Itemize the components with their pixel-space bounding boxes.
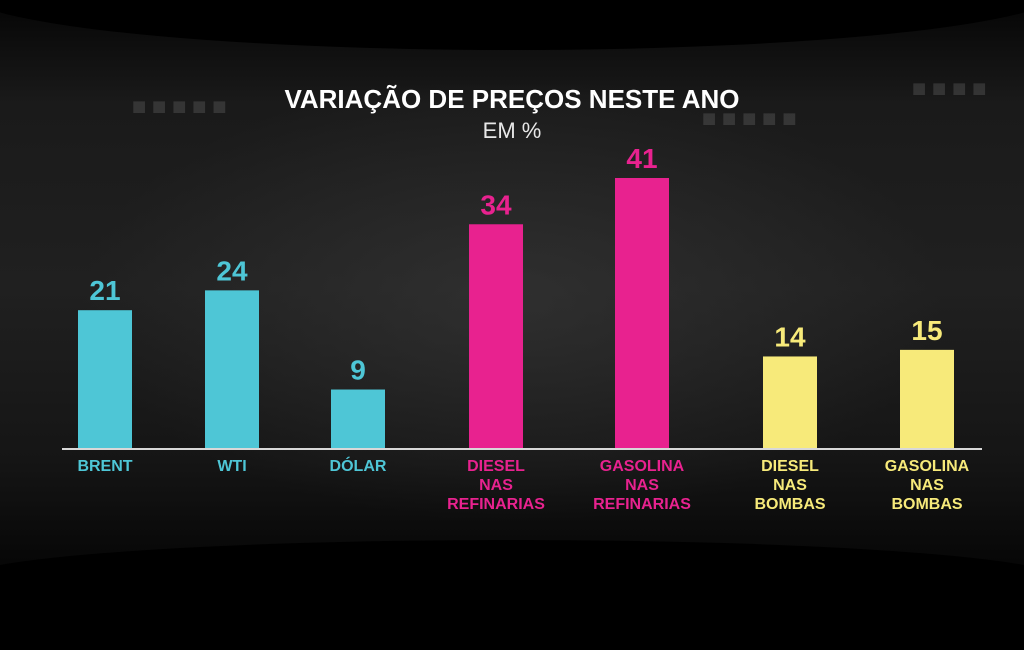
category-label-line: REFINARIAS <box>593 496 691 513</box>
category-label-line: WTI <box>217 458 246 475</box>
value-label-3: 34 <box>480 189 512 220</box>
bar-1 <box>205 290 259 449</box>
category-label-line: BRENT <box>77 458 132 475</box>
value-label-0: 21 <box>89 275 120 306</box>
category-label-line: NAS <box>910 477 944 494</box>
category-label-line: NAS <box>479 477 513 494</box>
value-label-4: 41 <box>626 143 657 174</box>
value-label-6: 15 <box>911 315 942 346</box>
bars-layer: 21 BRENT 24 WTI 9 DÓLAR 34 DIESEL NAS REFINARIAS 4… <box>77 143 969 513</box>
category-label-line: GASOLINA <box>600 458 685 475</box>
bar-2 <box>331 389 385 449</box>
category-label-line: NAS <box>773 477 807 494</box>
category-label-3: DIESEL NAS REFINARIAS <box>447 458 545 513</box>
category-label-line: BOMBAS <box>891 496 962 513</box>
bar-5 <box>763 356 817 449</box>
value-label-2: 9 <box>350 355 366 386</box>
value-label-1: 24 <box>216 255 248 286</box>
category-label-1: WTI <box>217 458 246 475</box>
category-label-5: DIESEL NAS BOMBAS <box>754 458 825 513</box>
background-ticker-decoration: ▪▪▪▪▪ <box>700 100 801 135</box>
bar-3 <box>469 224 523 449</box>
chart-title: VARIAÇÃO DE PREÇOS NESTE ANO <box>284 84 740 114</box>
category-label-0: BRENT <box>77 458 132 475</box>
category-label-line: GASOLINA <box>885 458 970 475</box>
bar-4 <box>615 178 669 449</box>
bar-0 <box>78 310 132 449</box>
category-label-2: DÓLAR <box>330 456 387 475</box>
category-label-4: GASOLINA NAS REFINARIAS <box>593 458 691 513</box>
background-ticker-decoration: ▪▪▪▪▪ <box>130 88 231 123</box>
bar-chart: 21 BRENT 24 WTI 9 DÓLAR 34 DIESEL NAS REFINARIAS 4… <box>62 143 982 513</box>
category-label-line: BOMBAS <box>754 496 825 513</box>
category-label-line: NAS <box>625 477 659 494</box>
bar-6 <box>900 349 954 449</box>
category-label-line: REFINARIAS <box>447 496 545 513</box>
category-label-6: GASOLINA NAS BOMBAS <box>885 458 970 513</box>
category-label-line: DÓLAR <box>330 456 387 475</box>
background-ticker-decoration: ▪▪▪▪ <box>910 70 991 105</box>
category-label-line: DIESEL <box>761 458 819 475</box>
category-label-line: DIESEL <box>467 458 525 475</box>
chart-subtitle: EM % <box>482 118 542 143</box>
value-label-5: 14 <box>774 321 806 352</box>
